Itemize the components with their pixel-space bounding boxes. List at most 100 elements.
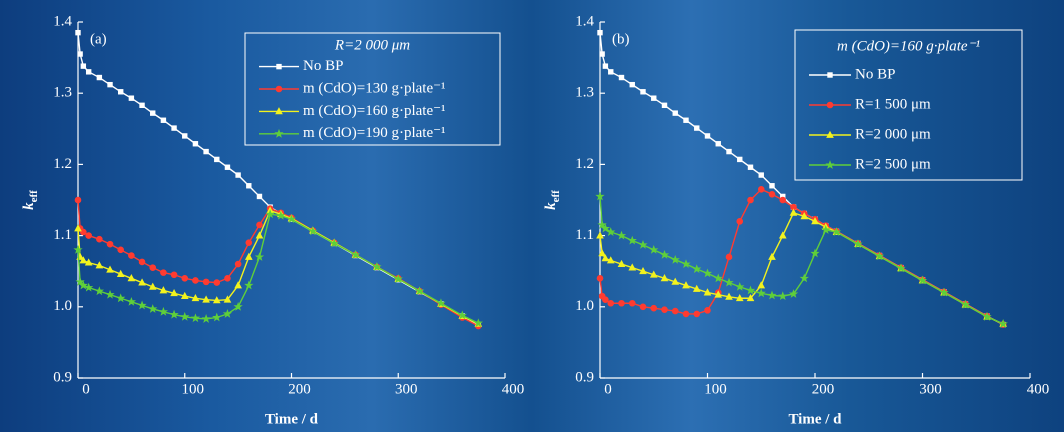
legend-label: m (CdO)=160 g·plate⁻¹ xyxy=(303,103,446,119)
legend-label: m (CdO)=190 g·plate⁻¹ xyxy=(303,125,446,141)
marker xyxy=(286,214,297,224)
legend-marker xyxy=(275,85,283,93)
legend-label: R=2 500 μm xyxy=(855,156,931,172)
x-tick-label: 400 xyxy=(502,381,525,397)
marker xyxy=(735,281,745,291)
marker xyxy=(757,186,765,193)
marker xyxy=(118,89,124,95)
marker xyxy=(649,270,658,278)
legend-marker xyxy=(275,107,283,115)
marker xyxy=(182,133,188,139)
marker xyxy=(616,230,627,240)
marker xyxy=(597,29,603,36)
marker xyxy=(191,293,200,302)
y-tick-label: 0.9 xyxy=(53,369,72,385)
marker xyxy=(117,246,124,254)
marker xyxy=(74,196,82,204)
marker xyxy=(692,264,702,273)
x-tick-label: 100 xyxy=(704,381,727,397)
marker xyxy=(661,102,668,109)
marker xyxy=(595,191,605,201)
marker xyxy=(602,296,609,303)
marker xyxy=(95,261,104,269)
marker xyxy=(661,306,668,313)
marker xyxy=(745,285,756,295)
marker xyxy=(202,278,210,286)
y-tick-label: 1.0 xyxy=(575,298,594,314)
marker xyxy=(150,110,156,116)
y-axis-label: keff xyxy=(21,190,39,210)
marker xyxy=(714,290,723,298)
marker xyxy=(618,299,625,307)
legend-label: No BP xyxy=(303,58,343,74)
marker xyxy=(180,311,190,321)
marker xyxy=(638,239,648,249)
marker xyxy=(85,69,92,75)
marker xyxy=(639,303,647,311)
marker xyxy=(758,172,764,178)
marker xyxy=(767,290,777,300)
marker xyxy=(831,227,842,236)
marker xyxy=(73,244,83,254)
marker xyxy=(180,291,189,300)
marker xyxy=(998,319,1008,328)
marker xyxy=(107,81,113,88)
legend-label: m (CdO)=130 g·plate⁻¹ xyxy=(303,80,446,96)
legend-box xyxy=(244,32,501,146)
marker xyxy=(78,280,88,290)
marker xyxy=(75,277,85,286)
legend-title: R=2 000 μm xyxy=(334,38,410,54)
marker xyxy=(350,249,361,259)
marker xyxy=(703,288,712,296)
marker xyxy=(596,231,604,239)
legend-marker xyxy=(274,128,284,138)
marker xyxy=(800,212,809,220)
marker xyxy=(982,311,992,321)
marker xyxy=(713,273,723,283)
marker xyxy=(768,252,776,260)
marker xyxy=(212,312,222,322)
marker xyxy=(96,235,103,243)
y-tick-label: 1.4 xyxy=(53,13,72,29)
marker xyxy=(736,218,744,225)
marker xyxy=(126,296,136,306)
marker xyxy=(203,148,209,155)
marker xyxy=(682,310,690,318)
legend-marker xyxy=(825,160,835,169)
y-tick-label: 1.1 xyxy=(53,227,72,243)
marker xyxy=(618,74,625,81)
marker xyxy=(201,314,211,323)
marker xyxy=(670,254,680,264)
marker xyxy=(617,259,626,267)
marker xyxy=(681,259,691,269)
marker xyxy=(599,51,605,57)
marker xyxy=(639,266,647,275)
x-tick-label: 0 xyxy=(604,381,612,397)
marker xyxy=(597,220,607,229)
marker xyxy=(960,299,971,309)
marker xyxy=(683,117,689,123)
marker xyxy=(607,299,615,307)
marker xyxy=(606,227,616,236)
marker xyxy=(128,252,135,259)
marker xyxy=(158,306,169,316)
marker xyxy=(649,244,659,254)
marker xyxy=(896,263,906,273)
marker xyxy=(170,289,178,297)
marker xyxy=(246,183,252,189)
marker xyxy=(917,275,928,285)
marker xyxy=(393,274,403,283)
marker xyxy=(245,239,253,247)
marker xyxy=(106,265,114,273)
y-axis-label: keff xyxy=(543,190,561,210)
marker xyxy=(138,258,146,266)
marker xyxy=(276,210,286,220)
marker xyxy=(788,289,799,298)
marker xyxy=(96,74,103,81)
marker xyxy=(160,269,167,276)
marker xyxy=(702,268,713,278)
marker xyxy=(596,275,604,282)
marker xyxy=(255,231,264,239)
marker xyxy=(74,224,82,232)
marker xyxy=(778,291,788,301)
